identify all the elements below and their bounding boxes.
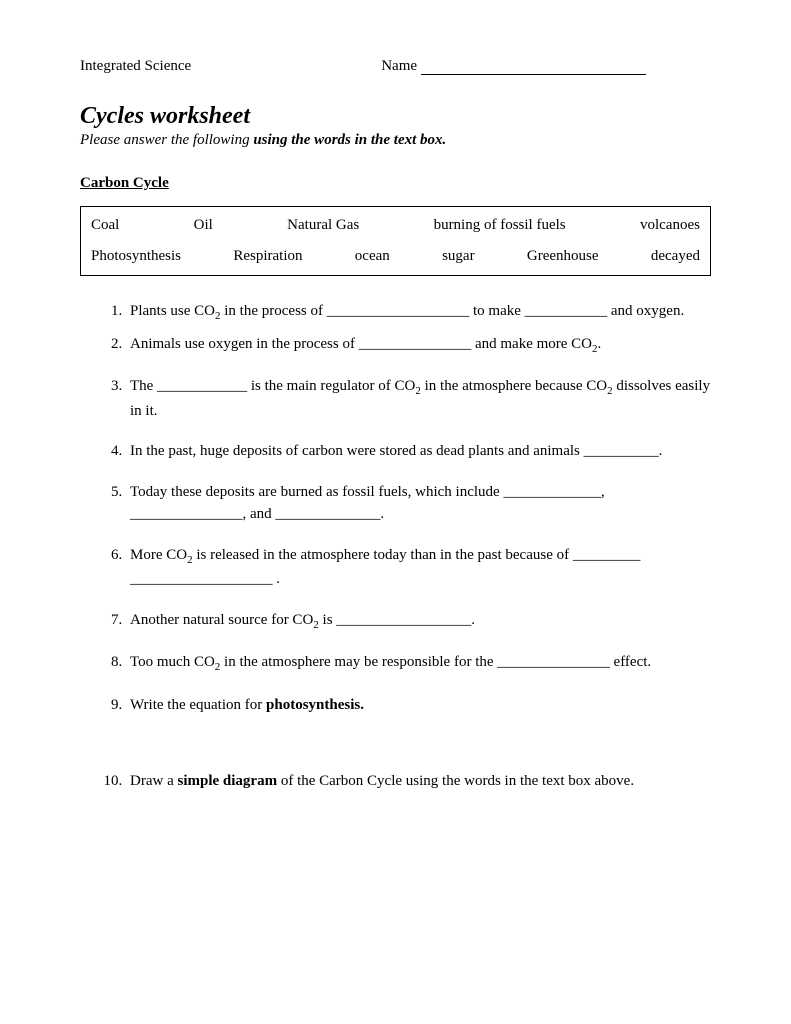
word-coal: Coal: [91, 217, 119, 234]
subtitle-prefix: Please answer the following: [80, 132, 253, 148]
course-name: Integrated Science: [80, 58, 191, 75]
header-row: Integrated Science Name: [80, 58, 711, 75]
word-oil: Oil: [194, 217, 213, 234]
question-4: In the past, huge deposits of carbon wer…: [126, 440, 711, 463]
word-sugar: sugar: [442, 248, 475, 265]
page-title: Cycles worksheet: [80, 103, 711, 130]
question-9: Write the equation for photosynthesis.: [126, 694, 711, 717]
word-greenhouse: Greenhouse: [527, 248, 599, 265]
subtitle: Please answer the following using the wo…: [80, 132, 711, 149]
word-box: Coal Oil Natural Gas burning of fossil f…: [80, 206, 711, 276]
word-natural-gas: Natural Gas: [287, 217, 359, 234]
question-8: Too much CO2 in the atmosphere may be re…: [126, 651, 711, 676]
word-photosynthesis: Photosynthesis: [91, 248, 181, 265]
question-3: The ____________ is the main regulator o…: [126, 375, 711, 422]
name-blank-line: [421, 74, 646, 75]
name-label: Name: [381, 58, 417, 74]
question-7: Another natural source for CO2 is ______…: [126, 609, 711, 634]
question-6: More CO2 is released in the atmosphere t…: [126, 544, 711, 591]
word-ocean: ocean: [355, 248, 390, 265]
word-burning: burning of fossil fuels: [434, 217, 566, 234]
word-decayed: decayed: [651, 248, 700, 265]
word-row-1: Coal Oil Natural Gas burning of fossil f…: [91, 217, 700, 234]
question-10: Draw a simple diagram of the Carbon Cycl…: [126, 770, 711, 793]
subtitle-bold: using the words in the text box.: [253, 132, 446, 148]
question-1: Plants use CO2 in the process of _______…: [126, 300, 711, 325]
question-2: Animals use oxygen in the process of ___…: [126, 333, 711, 358]
word-respiration: Respiration: [233, 248, 302, 265]
section-heading: Carbon Cycle: [80, 175, 711, 192]
word-row-2: Photosynthesis Respiration ocean sugar G…: [91, 248, 700, 265]
name-field: Name: [381, 58, 646, 75]
word-volcanoes: volcanoes: [640, 217, 700, 234]
questions-list: Plants use CO2 in the process of _______…: [80, 300, 711, 793]
question-5: Today these deposits are burned as fossi…: [126, 481, 711, 526]
